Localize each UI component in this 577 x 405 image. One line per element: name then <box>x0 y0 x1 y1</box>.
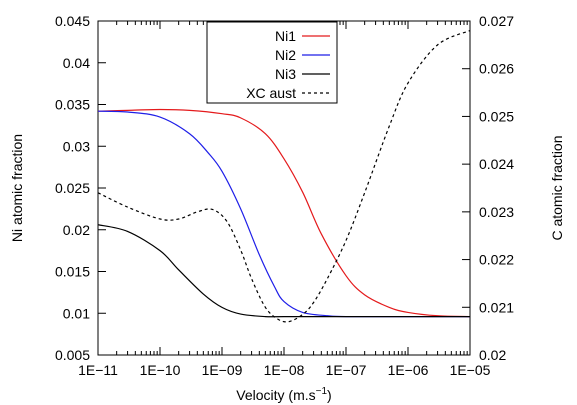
y2-tick-label: 0.021 <box>479 299 514 315</box>
y-tick-label: 0.025 <box>55 180 90 196</box>
legend-label-ni1: Ni1 <box>275 28 296 44</box>
series-line-ni3 <box>97 224 470 318</box>
y-tick-label: 0.02 <box>63 222 90 238</box>
x-tick-label: 1E−10 <box>140 362 181 378</box>
y2-tick-label: 0.027 <box>479 13 514 29</box>
series-line-ni2 <box>97 110 470 318</box>
y2-tick-label: 0.02 <box>479 347 506 363</box>
series-line-xc-aust <box>97 29 471 323</box>
y2-tick-label: 0.026 <box>479 61 514 77</box>
legend-label-ni2: Ni2 <box>275 47 296 63</box>
x-tick-label: 1E−08 <box>264 362 305 378</box>
legend-label-xc-aust: XC aust <box>246 85 296 101</box>
y2-tick-label: 0.025 <box>479 108 514 124</box>
x-tick-label: 1E−11 <box>78 362 118 378</box>
y-axis-label: Ni atomic fraction <box>9 134 25 242</box>
x-tick-label: 1E−09 <box>202 362 243 378</box>
x-axis-label-superscript: −1 <box>316 386 328 397</box>
series-line-ni1 <box>97 108 471 318</box>
legend: Ni1 Ni2 Ni3 XC aust <box>206 21 338 104</box>
y2-tick-label: 0.023 <box>479 204 514 220</box>
x-axis-label-end: ) <box>327 387 332 403</box>
legend-label-ni3: Ni3 <box>275 66 296 82</box>
y2-tick-label: 0.024 <box>479 156 514 172</box>
y-tick-label: 0.03 <box>63 138 90 154</box>
y-tick-label: 0.04 <box>63 55 90 71</box>
x-tick-label: 1E−06 <box>388 362 429 378</box>
y-tick-label: 0.035 <box>55 97 90 113</box>
y-tick-label: 0.005 <box>55 347 90 363</box>
y-tick-label: 0.015 <box>55 264 90 280</box>
y-tick-label: 0.01 <box>63 305 90 321</box>
x-tick-label: 1E−07 <box>326 362 367 378</box>
y2-tick-label: 0.022 <box>479 252 514 268</box>
x-axis-label-main: Velocity (m.s <box>236 387 315 403</box>
y2-axis-label: C atomic fraction <box>549 135 565 240</box>
y-tick-label: 0.045 <box>55 13 90 29</box>
x-tick-label: 1E−05 <box>450 362 491 378</box>
x-axis-label: Velocity (m.s−1) <box>236 386 331 403</box>
